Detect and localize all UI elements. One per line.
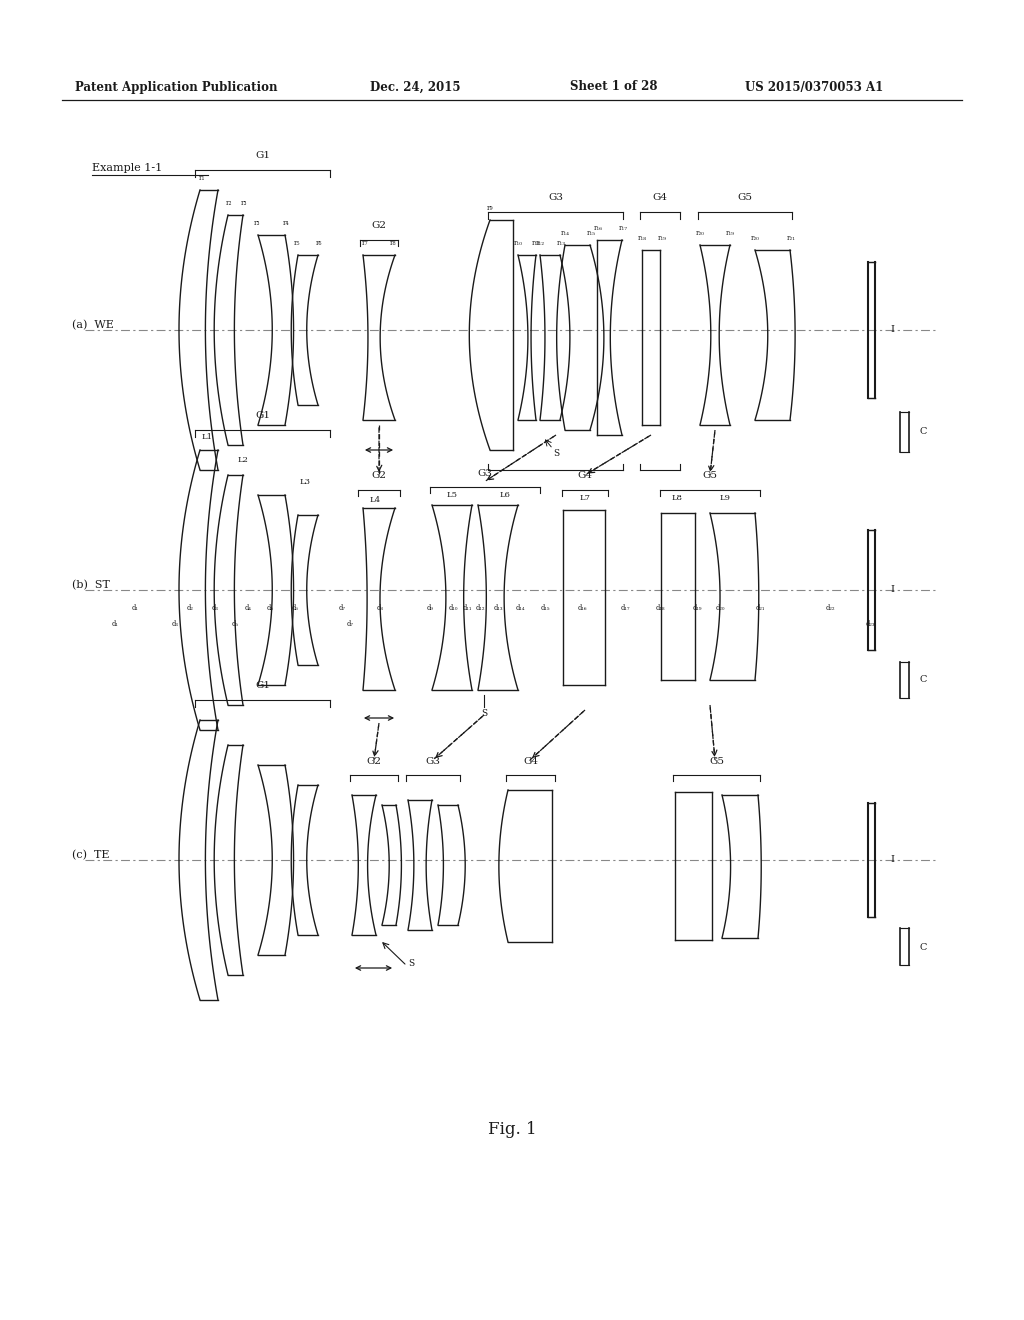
Text: G5: G5 [702,471,718,480]
Text: r₂₀: r₂₀ [695,228,705,238]
Text: r₁₀: r₁₀ [513,239,522,247]
Text: r₁: r₁ [199,174,205,182]
Text: G1: G1 [255,152,270,161]
Text: S: S [408,960,414,969]
Text: r₅: r₅ [294,239,300,247]
Text: r₂₁: r₂₁ [786,234,796,242]
Text: d₁₄: d₁₄ [515,605,524,612]
Text: d₃: d₃ [212,605,218,612]
Text: d₅: d₅ [266,605,273,612]
Text: d₂₃: d₂₃ [865,620,874,628]
Text: d₁: d₁ [131,605,138,612]
Text: G4: G4 [652,194,668,202]
Text: d₂₁: d₂₁ [756,605,765,612]
Text: d₁₂: d₁₂ [475,605,484,612]
Text: d₉: d₉ [427,605,433,612]
Text: C: C [920,428,928,437]
Text: d₆: d₆ [292,605,298,612]
Text: G2: G2 [372,471,386,480]
Text: Dec. 24, 2015: Dec. 24, 2015 [370,81,461,94]
Text: G3: G3 [477,469,493,478]
Text: (b)  ST: (b) ST [72,579,110,590]
Text: d₂: d₂ [186,605,194,612]
Text: G1: G1 [255,681,270,690]
Text: I: I [890,855,894,865]
Text: r₁₄: r₁₄ [560,228,569,238]
Text: L1: L1 [202,433,213,441]
Text: r₃: r₃ [241,199,247,207]
Text: Patent Application Publication: Patent Application Publication [75,81,278,94]
Text: d₇: d₇ [339,605,345,612]
Text: r₁₉: r₁₉ [657,234,667,242]
Text: I: I [890,326,894,334]
Text: r₄: r₄ [283,219,290,227]
Text: d₂₂: d₂₂ [825,605,835,612]
Text: r₈: r₈ [390,239,396,247]
Text: r₁₈: r₁₈ [638,234,646,242]
Text: L2: L2 [238,455,249,465]
Text: r₆: r₆ [315,239,323,247]
Text: S: S [553,449,559,458]
Text: G1: G1 [255,412,270,421]
Text: L4: L4 [370,496,381,504]
Text: d₁₇: d₁₇ [621,605,630,612]
Text: L7: L7 [580,494,591,502]
Text: L8: L8 [672,494,683,502]
Text: C: C [920,676,928,685]
Text: d₂₀: d₂₀ [715,605,725,612]
Text: d₁₈: d₁₈ [655,605,665,612]
Text: I: I [890,586,894,594]
Text: d₁₆: d₁₆ [578,605,587,612]
Text: r₃: r₃ [254,219,260,227]
Text: G4: G4 [523,756,538,766]
Text: Example 1-1: Example 1-1 [92,162,162,173]
Text: G3: G3 [548,194,563,202]
Text: r₇: r₇ [361,239,369,247]
Text: (a)  WE: (a) WE [72,319,114,330]
Text: r₁₁: r₁₁ [531,239,541,247]
Text: G2: G2 [367,756,382,766]
Text: d₅: d₅ [231,620,239,628]
Text: d₃: d₃ [172,620,178,628]
Text: r₂₀: r₂₀ [751,234,760,242]
Text: Fig. 1: Fig. 1 [487,1122,537,1138]
Text: Sheet 1 of 28: Sheet 1 of 28 [570,81,657,94]
Text: US 2015/0370053 A1: US 2015/0370053 A1 [745,81,884,94]
Text: G4: G4 [578,471,593,480]
Text: L6: L6 [500,491,510,499]
Text: r₁₂: r₁₂ [536,239,545,247]
Text: L5: L5 [446,491,458,499]
Text: G2: G2 [372,222,386,231]
Text: d₈: d₈ [377,605,383,612]
Text: r₉: r₉ [486,205,494,213]
Text: r₁₅: r₁₅ [587,228,596,238]
Text: r₁₉: r₁₉ [725,228,734,238]
Text: d₄: d₄ [245,605,252,612]
Text: d₁₀: d₁₀ [449,605,458,612]
Text: G5: G5 [709,756,724,766]
Text: L9: L9 [720,494,730,502]
Text: L3: L3 [299,478,310,486]
Text: d₁₉: d₁₉ [692,605,701,612]
Text: r₂: r₂ [225,199,232,207]
Text: d₁₃: d₁₃ [494,605,503,612]
Text: r₁₆: r₁₆ [594,224,602,232]
Text: (c)  TE: (c) TE [72,850,110,861]
Text: G3: G3 [426,756,440,766]
Text: r₁₃: r₁₃ [556,239,565,247]
Text: d₁₅: d₁₅ [541,605,550,612]
Text: d₁: d₁ [112,620,119,628]
Text: G5: G5 [737,194,753,202]
Text: C: C [920,942,928,952]
Text: d₁₁: d₁₁ [462,605,472,612]
Text: d₇: d₇ [346,620,353,628]
Text: S: S [481,709,487,718]
Text: r₁₇: r₁₇ [618,224,628,232]
